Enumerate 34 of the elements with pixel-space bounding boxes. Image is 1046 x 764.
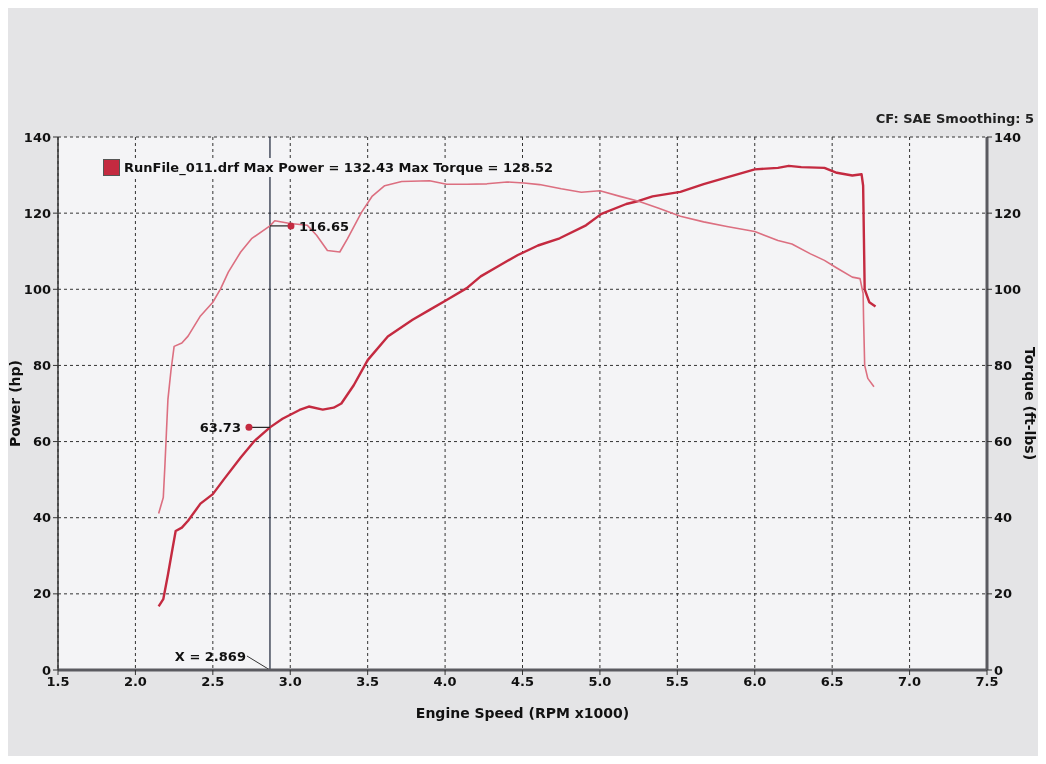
text: CF: SAE Smoothing: 5	[875, 111, 1034, 126]
annotation: 116.65	[298, 218, 350, 234]
y2-tick-label: 120	[994, 205, 1022, 221]
x-tick-label: 6.5	[820, 674, 844, 690]
y-tick-label: 40	[32, 510, 51, 526]
y-axis-title: Power (hp)	[6, 360, 23, 447]
line-series	[157, 179, 875, 515]
y2-tick-label: 60	[994, 434, 1013, 450]
y2-tick-label: 80	[994, 358, 1013, 374]
y2-tick-label: 40	[994, 510, 1013, 526]
x-tick-label: 5.0	[588, 674, 612, 690]
x-tick-label: 4.5	[510, 674, 535, 690]
y-tick-label: 80	[32, 358, 51, 374]
legend-label: RunFile_011.drf Max Power = 132.43 Max Torque = 128.52	[124, 160, 554, 175]
x-tick-label: 4.0	[433, 674, 457, 690]
y-tick-label: 140	[23, 129, 51, 145]
y-tick-label: 100	[23, 281, 51, 297]
y-tick-label: 120	[23, 205, 51, 221]
y2-tick-label: 140	[994, 129, 1022, 145]
annotation: 63.73	[199, 420, 241, 436]
x-tick-label: 6.0	[743, 674, 767, 690]
y-tick-label: 60	[32, 434, 51, 450]
x-tick-label: 3.0	[278, 674, 302, 690]
x-tick-label: 5.5	[665, 674, 689, 690]
y2-tick-label: 100	[994, 281, 1022, 297]
x-tick-label: 2.0	[123, 674, 147, 690]
x-tick-label: 3.5	[356, 674, 380, 690]
x-tick-label: 2.5	[201, 674, 225, 690]
y-tick-label: 20	[32, 586, 51, 602]
x-tick-label: 7.0	[898, 674, 922, 690]
x-axis-title: Engine Speed (RPM x1000)	[415, 705, 630, 721]
y2-axis-title: Torque (ft-lbs)	[1022, 346, 1039, 461]
y2-tick-label: 20	[994, 586, 1013, 602]
ref-line-label: X = 2.869	[174, 649, 246, 664]
